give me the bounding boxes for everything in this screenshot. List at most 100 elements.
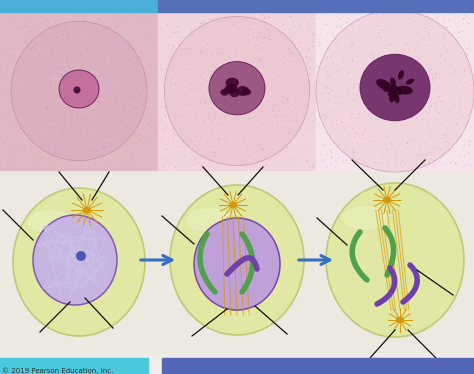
- Point: [442, 134, 450, 140]
- Point: [287, 155, 294, 161]
- Point: [63, 147, 70, 153]
- Point: [174, 24, 182, 30]
- Point: [287, 35, 295, 41]
- Point: [199, 86, 207, 92]
- Point: [95, 126, 102, 132]
- Point: [331, 42, 338, 48]
- Point: [256, 139, 264, 145]
- Point: [110, 155, 118, 161]
- Point: [254, 117, 261, 123]
- Point: [223, 115, 231, 121]
- Point: [66, 28, 74, 34]
- Point: [137, 76, 145, 82]
- Point: [135, 34, 143, 40]
- Point: [428, 88, 436, 94]
- Point: [199, 145, 206, 151]
- Point: [339, 82, 347, 88]
- Point: [27, 41, 35, 47]
- Point: [10, 66, 18, 72]
- Point: [137, 138, 145, 144]
- Point: [401, 100, 409, 106]
- Point: [186, 72, 193, 78]
- Point: [203, 152, 210, 158]
- Point: [367, 87, 374, 93]
- Point: [71, 134, 79, 140]
- Point: [128, 80, 135, 86]
- Point: [239, 30, 246, 36]
- Point: [458, 126, 465, 132]
- Point: [113, 82, 121, 88]
- Point: [140, 129, 148, 135]
- Point: [70, 25, 78, 31]
- Point: [434, 39, 442, 45]
- Point: [77, 121, 84, 127]
- Point: [447, 159, 455, 165]
- Point: [212, 123, 219, 129]
- Point: [36, 91, 44, 96]
- Point: [447, 61, 455, 67]
- Point: [27, 111, 34, 117]
- Point: [124, 138, 131, 144]
- Point: [454, 75, 461, 81]
- Point: [22, 59, 30, 65]
- Point: [67, 37, 75, 43]
- Point: [205, 56, 213, 62]
- Point: [137, 68, 145, 74]
- Point: [186, 54, 194, 60]
- Point: [234, 78, 242, 84]
- Point: [252, 42, 260, 47]
- Point: [118, 153, 125, 159]
- Point: [284, 128, 292, 134]
- Point: [94, 113, 102, 119]
- Point: [31, 40, 38, 46]
- Point: [301, 93, 309, 99]
- Point: [128, 96, 135, 102]
- Point: [332, 45, 340, 51]
- Point: [64, 77, 72, 83]
- Point: [243, 141, 250, 147]
- Point: [465, 15, 472, 21]
- Point: [416, 132, 424, 138]
- Point: [268, 144, 275, 150]
- Point: [273, 138, 281, 144]
- Point: [220, 107, 228, 113]
- Point: [418, 67, 426, 73]
- Point: [248, 139, 255, 145]
- Point: [64, 55, 71, 61]
- Point: [260, 56, 268, 62]
- Point: [270, 97, 277, 103]
- Point: [276, 160, 284, 166]
- Point: [167, 106, 175, 112]
- Point: [250, 58, 257, 64]
- Point: [198, 88, 206, 94]
- Point: [226, 54, 234, 60]
- Point: [418, 55, 426, 61]
- Point: [129, 68, 137, 74]
- Point: [124, 88, 132, 94]
- Point: [228, 44, 236, 50]
- Point: [426, 31, 434, 37]
- Point: [255, 125, 263, 131]
- Point: [293, 84, 301, 90]
- Point: [278, 68, 286, 74]
- Point: [141, 138, 149, 144]
- Point: [464, 99, 472, 105]
- Point: [45, 140, 52, 146]
- Point: [231, 21, 239, 27]
- Point: [248, 94, 256, 100]
- Point: [457, 165, 465, 171]
- Point: [327, 141, 334, 147]
- Point: [305, 21, 312, 27]
- Point: [180, 76, 188, 82]
- Point: [265, 60, 273, 66]
- Point: [161, 162, 168, 168]
- Point: [229, 69, 237, 75]
- Point: [161, 146, 168, 152]
- Point: [55, 78, 63, 84]
- Point: [219, 122, 226, 128]
- Point: [358, 131, 366, 137]
- Point: [97, 93, 105, 99]
- Point: [145, 80, 152, 86]
- Point: [93, 51, 101, 57]
- Point: [362, 136, 370, 142]
